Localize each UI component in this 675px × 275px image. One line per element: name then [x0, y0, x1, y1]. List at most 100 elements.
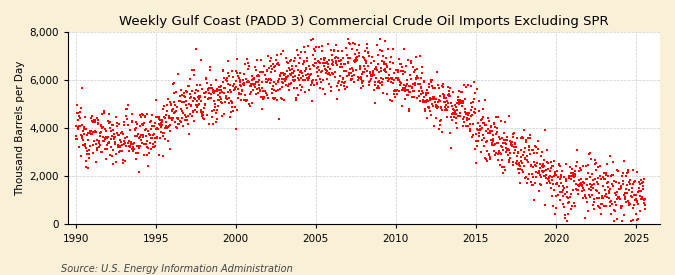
Point [72, 127, 83, 132]
Point [294, 83, 305, 87]
Point [290, 74, 300, 78]
Point [317, 87, 328, 91]
Point [301, 56, 312, 60]
Point [250, 80, 261, 84]
Point [101, 134, 111, 139]
Point [86, 129, 97, 134]
Point [157, 118, 167, 122]
Point [360, 57, 371, 62]
Point [191, 88, 202, 93]
Point [215, 90, 225, 95]
Point [545, 185, 556, 190]
Point [333, 87, 344, 92]
Point [347, 47, 358, 51]
Point [350, 60, 361, 64]
Point [479, 136, 489, 141]
Point [262, 79, 273, 84]
Point [526, 162, 537, 167]
Point [105, 152, 116, 157]
Point [557, 188, 568, 192]
Point [183, 114, 194, 119]
Point [311, 82, 322, 86]
Point [199, 105, 210, 110]
Point [547, 204, 558, 208]
Point [140, 134, 151, 138]
Point [639, 201, 649, 205]
Point [408, 95, 419, 100]
Point [293, 92, 304, 97]
Point [216, 96, 227, 101]
Point [364, 82, 375, 87]
Point [452, 126, 462, 130]
Point [135, 113, 146, 118]
Point [406, 95, 417, 99]
Point [290, 56, 301, 60]
Point [603, 180, 614, 184]
Point [622, 183, 632, 187]
Point [415, 86, 426, 90]
Point [537, 169, 547, 173]
Point [99, 111, 109, 115]
Point [205, 86, 215, 90]
Point [547, 193, 558, 198]
Point [250, 82, 261, 86]
Point [290, 98, 301, 102]
Point [279, 76, 290, 81]
Point [179, 99, 190, 104]
Point [320, 92, 331, 97]
Point [430, 100, 441, 104]
Point [267, 67, 277, 71]
Point [322, 77, 333, 81]
Point [511, 159, 522, 164]
Point [487, 129, 497, 134]
Point [379, 62, 389, 67]
Point [268, 79, 279, 84]
Point [362, 41, 373, 46]
Point [291, 86, 302, 90]
Point [138, 123, 149, 127]
Point [543, 167, 554, 172]
Point [165, 122, 176, 127]
Point [74, 114, 84, 119]
Point [486, 141, 497, 145]
Point [232, 70, 242, 75]
Point [493, 150, 504, 154]
Point [139, 115, 150, 120]
Point [219, 112, 230, 116]
Point [149, 136, 160, 140]
Point [350, 52, 360, 57]
Point [611, 203, 622, 208]
Point [243, 80, 254, 84]
Point [500, 140, 510, 145]
Point [151, 115, 161, 119]
Point [514, 167, 525, 172]
Point [315, 61, 325, 66]
Point [442, 104, 453, 109]
Point [222, 90, 233, 94]
Point [315, 86, 325, 90]
Point [240, 98, 251, 103]
Point [213, 97, 223, 102]
Point [572, 192, 583, 196]
Point [602, 181, 613, 185]
Point [93, 138, 104, 143]
Point [637, 183, 648, 188]
Point [428, 104, 439, 108]
Point [434, 122, 445, 127]
Point [271, 89, 281, 94]
Point [547, 182, 558, 186]
Point [359, 67, 370, 71]
Point [520, 139, 531, 144]
Point [506, 140, 516, 144]
Point [446, 115, 456, 119]
Point [506, 142, 516, 146]
Point [479, 98, 490, 102]
Point [567, 174, 578, 178]
Point [369, 67, 380, 72]
Point [630, 197, 641, 201]
Point [177, 116, 188, 120]
Point [214, 84, 225, 89]
Point [475, 127, 485, 131]
Point [74, 123, 85, 128]
Point [570, 182, 581, 186]
